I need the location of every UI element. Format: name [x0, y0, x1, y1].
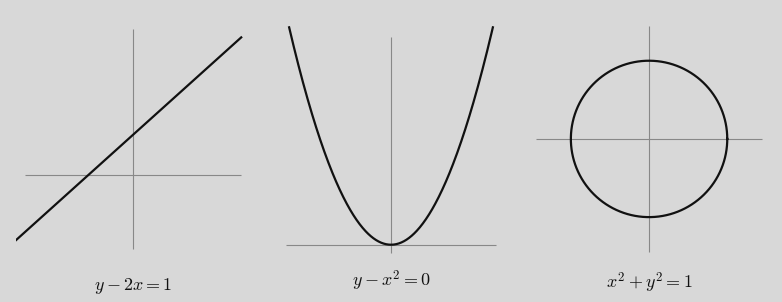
- Text: $y - x^2 = 0$: $y - x^2 = 0$: [352, 268, 430, 293]
- Text: $y - 2x = 1$: $y - 2x = 1$: [94, 275, 172, 296]
- Text: $x^2 + y^2 = 1$: $x^2 + y^2 = 1$: [606, 270, 692, 295]
